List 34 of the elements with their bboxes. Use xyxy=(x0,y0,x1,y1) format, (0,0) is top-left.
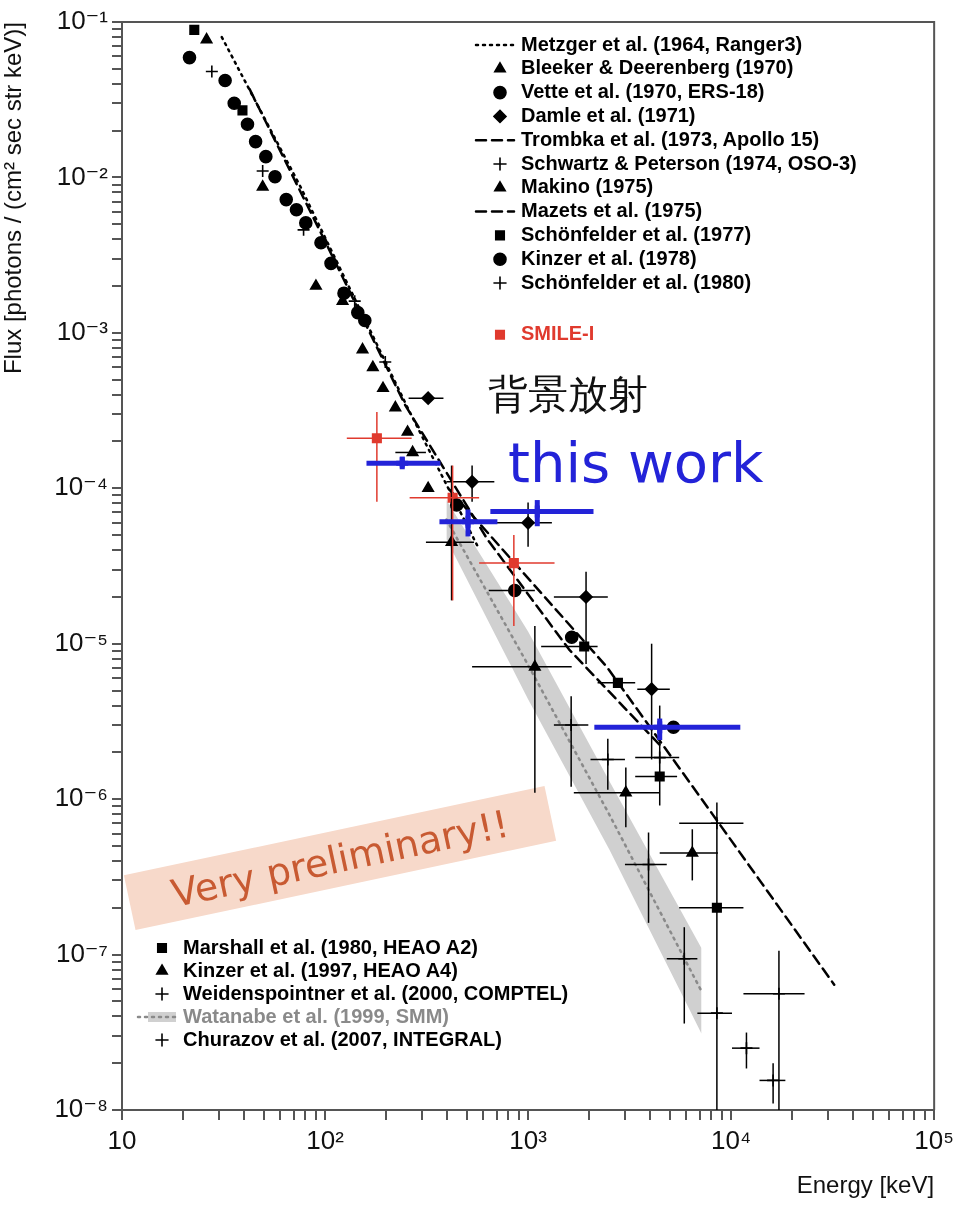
legend-label: Churazov et al. (2007, INTEGRAL) xyxy=(183,1027,502,1050)
y-tick-label: 10⁻⁸ xyxy=(54,1093,108,1124)
legend-label: Schönfelder et al. (1977) xyxy=(521,222,752,245)
x-tick-label: 10 xyxy=(107,1124,137,1155)
legend-label: Metzger et al. (1964, Ranger3) xyxy=(521,32,803,55)
legend-label: SMILE-I xyxy=(521,322,595,345)
y-tick-label: 10⁻³ xyxy=(56,316,109,347)
legend-label: Schwartz & Peterson (1974, OSO-3) xyxy=(521,151,857,174)
legend-label: Schönfelder et al. (1980) xyxy=(521,270,752,293)
annotation: 背景放射 xyxy=(488,371,648,417)
x-tick-label: 10² xyxy=(306,1124,345,1155)
x-tick-label: 10⁴ xyxy=(711,1124,752,1155)
x-tick-label: 10⁵ xyxy=(914,1124,954,1155)
legend-label: Vette et al. (1970, ERS-18) xyxy=(521,80,765,103)
legend-label: this work xyxy=(508,430,765,495)
y-tick-label: 10⁻⁵ xyxy=(54,626,108,657)
legend-label: Makino (1975) xyxy=(521,175,654,198)
y-tick-label: 10⁻² xyxy=(56,160,109,191)
x-tick-label: 10³ xyxy=(509,1124,548,1155)
y-tick-label: 10⁻⁶ xyxy=(54,782,108,813)
legend-label: Bleeker & Deerenberg (1970) xyxy=(521,56,794,79)
y-tick-label: 10⁻⁴ xyxy=(54,471,108,502)
legend-label: Trombka et al. (1973, Apollo 15) xyxy=(521,127,820,150)
legend-label: Kinzer et al. (1978) xyxy=(521,246,697,269)
y-axis-title: Flux [photons / (cm² sec str keV)] xyxy=(0,22,27,375)
legend-label: Weidenspointner et al. (2000, COMPTEL) xyxy=(183,981,569,1004)
legend-label: Kinzer et al. (1997, HEAO A4) xyxy=(183,958,458,981)
y-tick-label: 10⁻¹ xyxy=(56,5,109,36)
legend-label: Mazets et al. (1975) xyxy=(521,199,703,222)
x-axis-title: Energy [keV] xyxy=(796,1171,935,1199)
legend-label: Damle et al. (1971) xyxy=(521,103,696,126)
legend-label: Watanabe et al. (1999, SMM) xyxy=(183,1004,449,1027)
legend-label: Marshall et al. (1980, HEAO A2) xyxy=(183,935,478,958)
y-tick-label: 10⁻⁷ xyxy=(55,937,108,968)
